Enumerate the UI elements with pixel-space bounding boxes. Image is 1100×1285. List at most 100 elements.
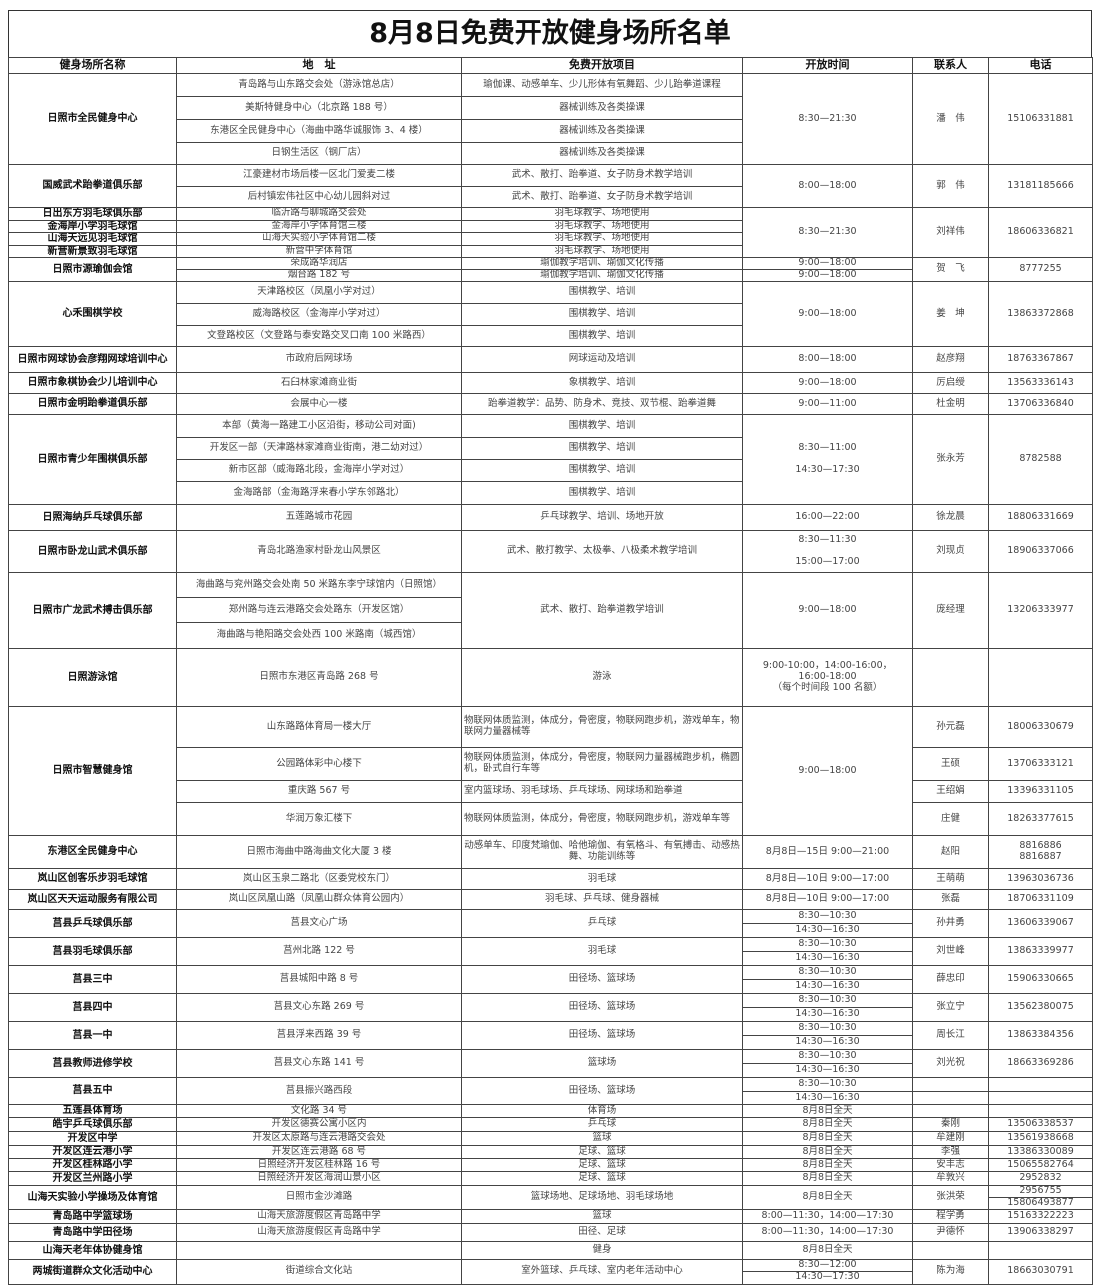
open-time-cell: 8:30—10:30 [742, 1077, 913, 1092]
table-row: 日钢生活区（钢厂店） 器械训练及各类操课 [9, 142, 1093, 165]
address-cell: 日照市东港区青岛路 268 号 [176, 648, 462, 707]
free-items-cell: 围棋教学、培训 [461, 414, 743, 438]
table-row: 日照海纳乒乓球俱乐部 五莲路城市花园 乒乓球教学、培训、场地开放 16:00—22:0… [8, 504, 1093, 531]
contact-person-cell: 贺 飞 [912, 257, 989, 282]
contact-person-cell: 孙元磊 [912, 706, 989, 748]
open-time-cell: 14:30—16:30 [742, 951, 913, 966]
table-row: 莒县羽毛球俱乐部 莒州北路 122 号羽毛球 8:30—10:30 刘世峰 138633… [8, 937, 1093, 966]
open-time-cell: 8月8日全天 [742, 1185, 913, 1210]
open-time-cell: 16:00—22:00 [742, 504, 913, 531]
address-cell: 岚山区玉泉二路北（区委党校东门） [176, 868, 462, 890]
open-time-cell: 8:30—10:30 [742, 965, 913, 980]
venue-name-cell: 莒县三中 [8, 965, 177, 994]
address-cell: 日照经济开发区桂林路 16 号 [176, 1158, 462, 1172]
contact-person-cell: 牟建刚 [912, 1131, 989, 1146]
address-cell: 日照市金沙滩路 [176, 1185, 462, 1210]
address-cell: 新市区部（威海路北段，金海岸小学对过） [176, 459, 462, 482]
table-row: 威海路校区（金海岸小学对过） 围棋教学、培训 [9, 303, 1093, 326]
page-title: 8月8日免费开放健身场所名单 [8, 10, 1092, 57]
open-time-cell: 14:30—16:30 [742, 1035, 913, 1050]
venue-name-cell: 日照市全民健身中心 [8, 73, 177, 165]
address-cell: 会展中心一楼 [176, 393, 462, 415]
header-contact: 联系人 [912, 57, 989, 74]
table-row: 莒县五中 莒县振兴路西段 田径场、篮球场 8:30—10:30 [8, 1077, 1093, 1105]
open-time-cell: 9:00—18:00 [742, 372, 913, 394]
table-row: 开发区桂林路小学 日照经济开发区桂林路 16 号足球、篮球 8月8日全天 安丰志 150… [8, 1158, 1093, 1172]
table-row: 岚山区天天运动服务有限公司 岚山区凤凰山路（凤凰山群众体育公园内） 羽毛球、乒乓球、… [8, 889, 1093, 910]
phone-number-cell: 15065582764 [988, 1158, 1093, 1172]
open-time-cell: 8:00—11:30，14:00—17:30 [742, 1208, 913, 1224]
venue-name-cell: 开发区连云港小学 [8, 1145, 177, 1159]
address-cell: 莒县城阳中路 8 号 [176, 965, 462, 994]
open-time-cell: 9:00—18:00 [742, 257, 913, 270]
venue-name-cell: 莒县四中 [8, 993, 177, 1022]
open-time-cell: 8:30—10:30 [742, 1021, 913, 1036]
table-row: 海曲路与艳阳路交会处西 100 米路南（城西馆） [9, 622, 1093, 649]
address-cell: 荣成路华润店 [176, 257, 462, 270]
table-row: 新市区部（威海路北段，金海岸小学对过） 围棋教学、培训 [9, 459, 1093, 482]
table-row: 山海天远见羽毛球馆 山海天实验小学体育馆二楼 羽毛球教学、场地使用 [8, 232, 1093, 246]
phone-number-cell [988, 1104, 1093, 1118]
table-row: 五莲县体育场 文化路 34 号体育场 8月8日全天 [8, 1104, 1093, 1118]
phone-number-cell: 18663030791 [988, 1258, 1093, 1285]
table-row: 莒县一中 莒县浮来西路 39 号田径场、篮球场 8:30—10:30 周长江 13863… [8, 1021, 1093, 1050]
open-time-cell: 8:00—11:30，14:00—17:30 [742, 1222, 913, 1242]
free-items-cell: 篮球 [461, 1131, 743, 1146]
address-cell: 日照经济开发区海润山景小区 [176, 1171, 462, 1186]
free-items-cell: 健身 [461, 1240, 743, 1260]
free-items-cell: 田径场、篮球场 [461, 1077, 743, 1105]
free-items-cell: 田径、足球 [461, 1222, 743, 1242]
venue-name-cell: 金海岸小学羽毛球馆 [8, 219, 177, 233]
venue-name-cell: 两城街道群众文化活动中心 [8, 1258, 177, 1285]
venue-name-cell: 莒县一中 [8, 1021, 177, 1050]
contact-person-cell: 张磊 [912, 889, 989, 910]
header-venue-name: 健身场所名称 [8, 57, 177, 74]
venue-name-cell: 心禾围棋学校 [8, 281, 177, 347]
phone-number-cell: 13863372868 [988, 281, 1093, 347]
venue-name-cell: 日出东方羽毛球俱乐部 [8, 207, 177, 221]
free-items-cell: 象棋教学、培训 [461, 372, 743, 394]
free-items-cell: 足球、篮球 [461, 1158, 743, 1172]
venue-name-cell: 开发区中学 [8, 1131, 177, 1146]
table-row: 东港区全民健身中心（海曲中路华诚服饰 3、4 楼） 器械训练及各类操课 [9, 119, 1093, 143]
address-cell: 莒县振兴路西段 [176, 1077, 462, 1105]
table-row: 文登路校区（文登路与泰安路交叉口南 100 米路西） 围棋教学、培训 [9, 325, 1093, 347]
phone-number-cell: 18763367867 [988, 346, 1093, 373]
table-header-row: 健身场所名称 地 址 免费开放项目 开放时间 联系人 电话 [8, 57, 1093, 74]
table-row: 开发区连云港小学 开发区连云港路 68 号足球、篮球 8月8日全天 李强 1338633… [8, 1145, 1093, 1159]
free-items-cell: 田径场、篮球场 [461, 1021, 743, 1050]
phone-number-cell: 15806493877 [988, 1196, 1093, 1210]
table-row: 莒县乒乓球俱乐部 莒县文心广场 乒乓球 8:30—10:30 孙井勇 1360633906… [8, 909, 1093, 938]
contact-person-cell: 薛忠印 [912, 965, 989, 994]
table-row: 青岛路中学田径场 山海天旅游度假区青岛路中学 田径、足球 8:00—11:30，14:… [8, 1222, 1093, 1242]
address-cell: 江豪建材市场后楼一区北门爱麦二楼 [176, 164, 462, 187]
phone-number-cell: 13386330089 [988, 1145, 1093, 1159]
address-cell: 莒县浮来西路 39 号 [176, 1021, 462, 1050]
address-cell: 威海路校区（金海岸小学对过） [176, 303, 462, 326]
phone-number-cell: 18606336821 [988, 207, 1093, 258]
contact-person-cell [912, 1091, 989, 1105]
open-time-cell: 8:30—12:00 [742, 1258, 913, 1272]
venue-name-cell: 日照市卧龙山武术俱乐部 [8, 530, 177, 573]
phone-number-cell: 8782588 [988, 414, 1093, 505]
free-items-cell: 武术、散打、跆拳道教学培训 [461, 572, 743, 649]
address-cell: 莒县文心东路 269 号 [176, 993, 462, 1022]
table-row: 日照市智慧健身馆 山东路路体育局一楼大厅 物联网体质监测，体成分，骨密度，物联网跑步… [8, 706, 1093, 836]
contact-person-cell: 李强 [912, 1145, 989, 1159]
address-cell: 青岛路与山东路交会处（游泳馆总店） [176, 73, 462, 97]
contact-person-cell: 张洪荣 [912, 1185, 989, 1210]
open-time-cell: 8月8日全天 [742, 1158, 913, 1172]
contact-person-cell [912, 1104, 989, 1118]
free-items-cell: 乒乓球 [461, 909, 743, 938]
venue-name-cell: 日照游泳馆 [8, 648, 177, 707]
table-row: 莒县四中 莒县文心东路 269 号田径场、篮球场 8:30—10:30 张立宁 1356… [8, 993, 1093, 1022]
venue-name-cell: 日照市网球协会彦翔网球培训中心 [8, 346, 177, 373]
open-time-cell: 9:00—18:00 [742, 706, 913, 836]
open-time-cell: 8:30—21:30 [742, 207, 913, 258]
phone-number-cell: 18806331669 [988, 504, 1093, 531]
address-cell: 山海天实验小学体育馆二楼 [176, 232, 462, 246]
table-row: 美斯特健身中心（北京路 188 号） 器械训练及各类操课 [9, 96, 1093, 120]
free-items-cell: 足球、篮球 [461, 1171, 743, 1186]
free-items-cell: 室外篮球、乒乓球、室内老年活动中心 [461, 1258, 743, 1285]
